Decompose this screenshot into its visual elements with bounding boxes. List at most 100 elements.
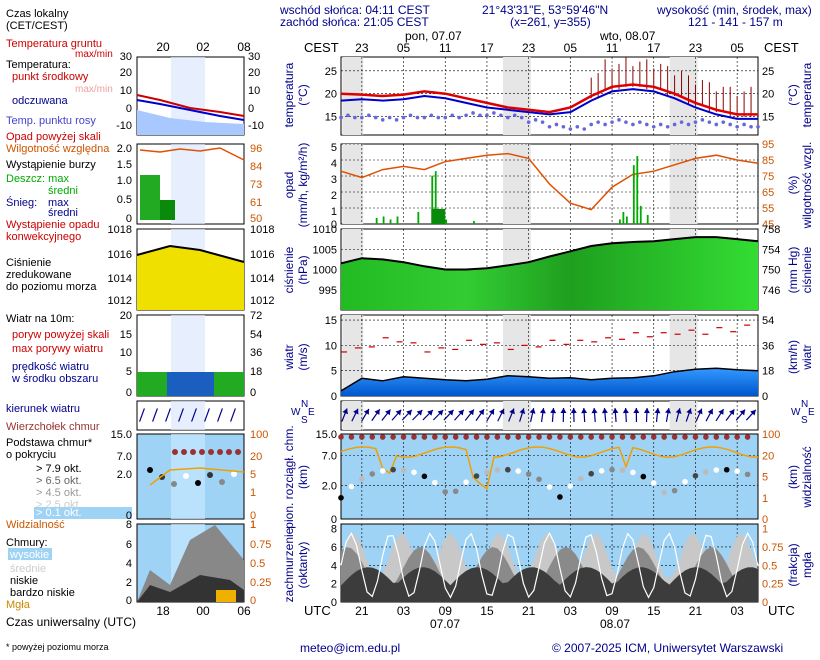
wind-arrow-head: [416, 410, 423, 416]
compass-n: N: [301, 399, 308, 410]
cloud-top-dot: [515, 434, 522, 440]
legend-utc-tick-0: 18: [156, 604, 170, 618]
wind-arrow-head: [570, 408, 577, 414]
legend-press-tick-l-0: 1018: [108, 224, 132, 236]
legend-wind-arrow: [204, 408, 210, 422]
dew-point-dot: [339, 115, 343, 120]
dew-point-dot: [658, 122, 663, 127]
temp-ylabel-r2: temperatura: [800, 62, 814, 127]
coords-text: 21°43'31"E, 53°59'46"N: [482, 3, 608, 17]
pressure-line: [340, 236, 759, 271]
wind-tick-r-0: 54: [762, 315, 774, 327]
dew-point-dot: [561, 124, 566, 129]
precip-bar: [622, 211, 625, 224]
bottom-tick-2: 09: [439, 604, 453, 618]
legend-rain-mean: średni: [48, 185, 78, 197]
utc-label-right: UTC: [768, 603, 795, 618]
bottom-tick-7: 15: [647, 604, 661, 618]
wind-arrow: [715, 408, 725, 422]
footer-email[interactable]: meteo@icm.edu.pl: [300, 641, 400, 655]
precip-bar: [417, 211, 420, 224]
wind-arrow: [725, 409, 735, 421]
legend-soil-maxmin: max/min: [75, 49, 113, 60]
dew-point-dot: [735, 124, 739, 129]
legend-arrow-shaft: [152, 408, 158, 422]
wind-arrow: [633, 407, 640, 423]
legend-wind-green: [137, 372, 167, 396]
precip-bar: [434, 171, 437, 224]
wind-arrow: [622, 407, 629, 423]
cloud-base-dot: [744, 471, 751, 478]
legend-cl-tick-l-2: 4: [126, 558, 132, 570]
wind-arrow: [570, 407, 577, 423]
dew-point-dot: [568, 127, 573, 131]
cloud-base-dot: [619, 467, 626, 474]
dir-night-0: [342, 401, 364, 430]
legend-visibility-line: [149, 467, 245, 486]
temp-ylabel-l1: temperatura: [282, 62, 296, 127]
wind-arrow: [705, 408, 714, 422]
dew-point-dot: [672, 122, 677, 127]
wind-arrow-head: [581, 408, 588, 414]
wind-arrow: [361, 408, 370, 422]
legend-okt1: > 7.9 okt.: [36, 463, 82, 475]
legend-mid: średnie: [10, 563, 46, 575]
compass-s-r: S: [801, 415, 808, 426]
cloud-base-dot: [723, 466, 730, 473]
main-panels: [340, 56, 759, 603]
cloud-top-dot: [525, 434, 532, 440]
cloud-base-dot: [369, 471, 376, 477]
wind-arrow-head: [643, 408, 650, 414]
top-tick-3: 17: [480, 41, 494, 55]
bottom-tick-0: 21: [355, 604, 369, 618]
cloud-top-dot: [734, 434, 740, 440]
press-tick-l-3: 995: [319, 285, 337, 297]
wind-speed-area: [341, 368, 758, 396]
dir-night-2: [669, 401, 698, 430]
dew-point-dot: [596, 120, 600, 124]
cloud-top-dot: [390, 434, 396, 440]
wind-arrow: [391, 409, 402, 421]
wind-tick-r-2: 18: [762, 366, 774, 378]
cl-tick-l-4: 0: [331, 597, 337, 609]
cb-tick-r-2: 5: [762, 472, 768, 484]
dew-point-dot: [582, 127, 587, 131]
legend-cb-tick-l-0: 15.0: [111, 429, 132, 441]
precip-bar: [382, 216, 385, 224]
cloud-top-dot: [536, 434, 542, 440]
press-ylabel-l1: ciśnienie: [282, 246, 296, 293]
cloud-top-dot: [557, 434, 563, 440]
wind-arrow-head: [488, 408, 495, 415]
wind-night-0: [342, 315, 364, 396]
precip-tick-r-2: 75: [762, 171, 774, 183]
cl-tick-r-0: 1: [762, 524, 768, 536]
cloud-top-dot: [505, 434, 511, 440]
legend-press-tick-r-0: 1018: [250, 224, 274, 236]
cloud-base-dot: [703, 469, 709, 475]
legend-snow-mean: średni: [48, 207, 78, 219]
legend-precip-tick-r-2: 73: [250, 179, 262, 191]
legend-cb-tick-r-3: 1: [250, 487, 256, 499]
legend-rain-bar: [140, 175, 160, 220]
bottom-hour-ticks: 21 03 09 15 21 03 09 15 21 03: [355, 604, 744, 618]
legend-wind-title: Wiatr na 10m:: [6, 313, 74, 325]
legend-precip-tick-l-1: 1.5: [117, 159, 132, 171]
wind-arrow: [612, 407, 619, 423]
legend-snow-label: Śnieg:: [6, 196, 37, 209]
bottom-tick-4: 21: [522, 604, 536, 618]
cb-tick-r-3: 1: [762, 493, 768, 505]
wind-arrow: [432, 409, 444, 421]
cloud-base-dot: [609, 466, 615, 473]
precip-bar: [636, 156, 639, 224]
cloud-base-dot: [682, 478, 688, 485]
wind-arrow: [529, 408, 536, 422]
precip-bar: [431, 175, 434, 224]
legend-cloudtop-dot: [217, 449, 223, 455]
low-clouds-area: [341, 567, 758, 602]
day2-label: wto, 08.07: [599, 29, 656, 43]
utc-label-left: UTC: [304, 603, 331, 618]
legend-precip-tick-l-3: 0.5: [117, 194, 132, 206]
legend-cloudbase-dot: [171, 481, 177, 487]
legend-temp-tick-r-0: 30: [248, 51, 260, 63]
press-tick-l-1: 1005: [313, 244, 337, 256]
